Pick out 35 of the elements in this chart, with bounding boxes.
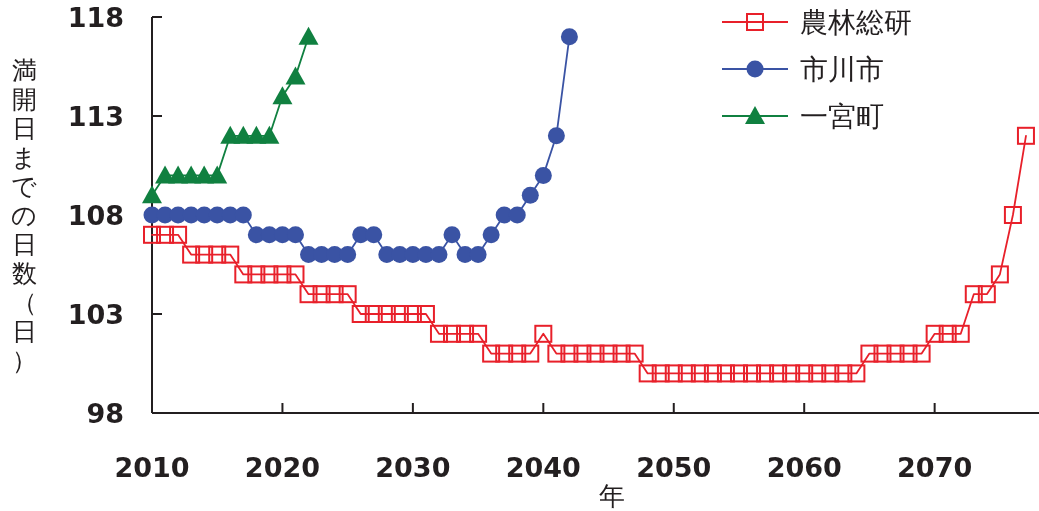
y-tick-label: 103 <box>67 299 124 330</box>
y-tick-label: 108 <box>67 200 124 231</box>
x-tick-label: 2040 <box>505 452 581 483</box>
y-tick-label: 98 <box>86 398 124 429</box>
x-tick-label: 2060 <box>766 452 842 483</box>
x-axis-title: 年 <box>599 481 625 511</box>
point <box>207 165 228 184</box>
point <box>234 206 252 224</box>
point <box>259 125 280 144</box>
y-tick-label: 113 <box>67 101 124 132</box>
x-tick-label: 2050 <box>636 452 712 483</box>
legend-label: 農林総研 <box>800 6 912 39</box>
y-tick-label: 118 <box>67 2 124 33</box>
point <box>285 66 306 85</box>
legend-label: 一宮町 <box>800 100 884 133</box>
point <box>443 226 461 244</box>
point <box>142 185 162 204</box>
point <box>298 26 319 45</box>
point <box>534 166 552 184</box>
x-tick-label: 2070 <box>897 452 973 483</box>
point <box>560 28 578 46</box>
point <box>547 127 565 145</box>
point <box>469 246 487 264</box>
x-tick-label: 2030 <box>375 452 451 483</box>
x-tick-label: 2010 <box>114 452 190 483</box>
point <box>482 226 500 244</box>
text: 満開日までの日数（日） <box>11 56 37 375</box>
point <box>508 206 526 224</box>
point <box>430 246 448 264</box>
legend-label: 市川市 <box>800 53 884 86</box>
point <box>272 86 293 105</box>
x-tick-label: 2020 <box>244 452 321 483</box>
point <box>365 226 383 244</box>
point <box>339 246 357 264</box>
point <box>521 186 539 204</box>
